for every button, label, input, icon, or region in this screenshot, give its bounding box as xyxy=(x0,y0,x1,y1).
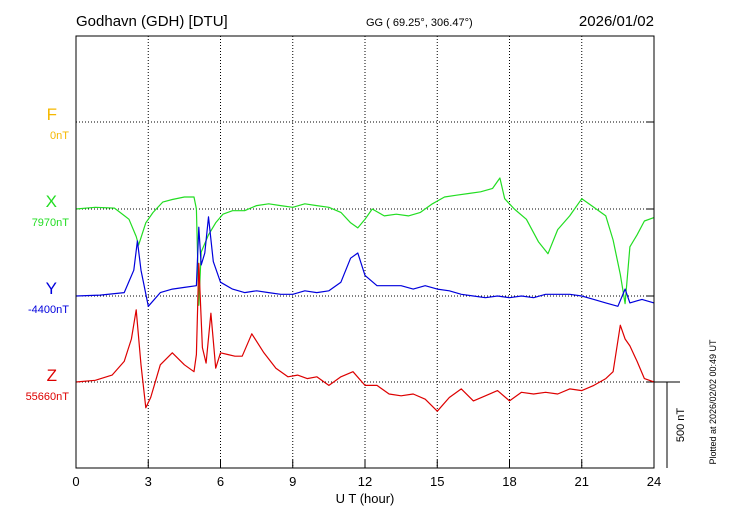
scale-bar-label: 500 nT xyxy=(675,408,687,443)
series-base-z: 55660nT xyxy=(26,391,70,403)
series-line-y xyxy=(75,216,655,307)
x-tick-label-21: 21 xyxy=(575,474,589,489)
station-coordinates: GG ( 69.25°, 306.47°) xyxy=(366,17,473,29)
series-name-y: Y xyxy=(46,279,57,298)
x-tick-label-15: 15 xyxy=(430,474,444,489)
chart-date: 2026/01/02 xyxy=(579,13,654,30)
x-tick-label-12: 12 xyxy=(358,474,372,489)
series-name-x: X xyxy=(46,192,57,211)
series-line-x xyxy=(75,177,655,306)
series-name-f: F xyxy=(47,105,57,124)
x-tick-label-24: 24 xyxy=(647,474,661,489)
chart-title: Godhavn (GDH) [DTU] xyxy=(76,13,228,30)
series-name-z: Z xyxy=(47,366,57,385)
plotted-note: Plotted at 2026/02/02 00:49 UT xyxy=(708,339,718,465)
series-base-y: -4400nT xyxy=(28,304,69,316)
series-lines xyxy=(75,177,655,412)
x-axis-label: U T (hour) xyxy=(336,491,395,506)
x-tick-label-6: 6 xyxy=(217,474,224,489)
x-tick-label-18: 18 xyxy=(502,474,516,489)
x-tick-label-9: 9 xyxy=(289,474,296,489)
series-labels: F 0nT X 7970nT Y -4400nT Z 55660nT xyxy=(26,105,70,403)
scale-bar: 500 nT xyxy=(654,381,687,468)
x-tick-label-0: 0 xyxy=(72,474,79,489)
grid-lines xyxy=(76,36,654,468)
x-axis: 0 3 6 9 12 15 18 21 24 xyxy=(72,460,661,489)
series-base-x: 7970nT xyxy=(32,217,70,229)
series-base-f: 0nT xyxy=(50,130,69,142)
x-tick-label-3: 3 xyxy=(145,474,152,489)
series-line-z xyxy=(75,262,655,412)
